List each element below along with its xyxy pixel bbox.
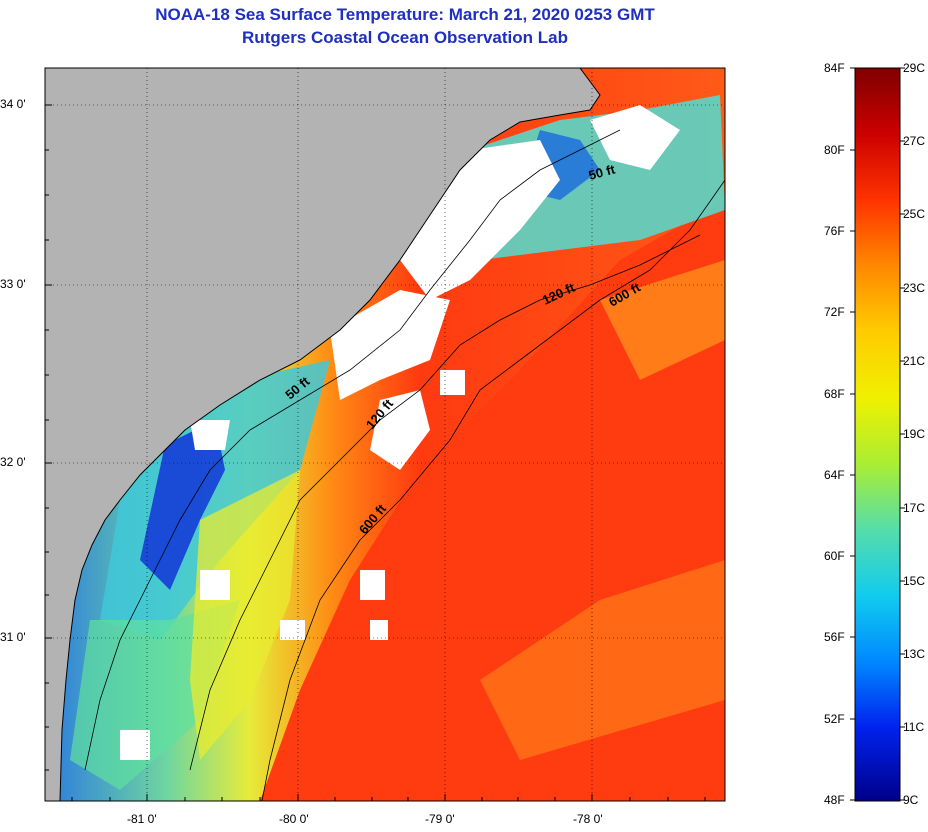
cb-f-64: 64F [824,468,845,482]
cb-c-19: 19C [903,427,926,441]
lon-label-81: -81 0' [127,812,157,826]
contour-600ft [261,179,725,801]
cb-c-17: 17C [903,501,926,515]
lon-label-78: -78 0' [573,812,603,826]
lon-label-80: -80 0' [279,812,309,826]
cb-c-13: 13C [903,647,926,661]
warm-patch-2 [600,260,725,380]
map-title: NOAA-18 Sea Surface Temperature: March 2… [155,5,655,24]
cb-f-80: 80F [824,143,845,157]
contour-label-50-north: 50 ft [587,161,617,183]
cb-f-84: 84F [824,61,845,75]
cb-c-21: 21C [903,354,926,368]
lat-label-34: 34 0' [0,97,26,111]
cb-c-11: 11C [903,720,925,734]
lat-label-32: 32 0' [0,455,26,469]
land-mass [45,68,600,801]
colorbar [854,67,901,802]
cb-f-68: 68F [824,387,845,401]
lon-label-79: -79 0' [425,812,455,826]
cb-f-76: 76F [824,224,845,238]
cloud-cover [120,105,680,760]
axis-ticks [45,104,706,801]
coastline [59,68,601,801]
cb-f-52: 52F [824,712,845,726]
cb-c-25: 25C [903,207,926,221]
cb-c-9: 9C [903,793,919,807]
cb-c-23: 23C [903,281,926,295]
yellow-band [190,470,300,760]
contour-50ft [84,129,621,771]
colorbar-ticks [850,67,905,801]
lat-label-33: 33 0' [0,277,26,291]
map-frame [44,67,726,802]
contour-120ft [189,234,701,771]
grid-lines [45,68,725,801]
warm-patch [480,560,725,760]
cb-c-15: 15C [903,574,926,588]
cb-f-56: 56F [824,630,845,644]
cold-band [140,420,225,590]
cb-f-60: 60F [824,549,845,563]
cb-f-72: 72F [824,305,845,319]
lat-label-31: 31 0' [0,630,26,644]
cb-f-48: 48F [824,793,845,807]
cb-c-29: 29C [903,61,926,75]
map-subtitle: Rutgers Coastal Ocean Observation Lab [242,28,568,47]
cb-c-27: 27C [903,134,926,148]
